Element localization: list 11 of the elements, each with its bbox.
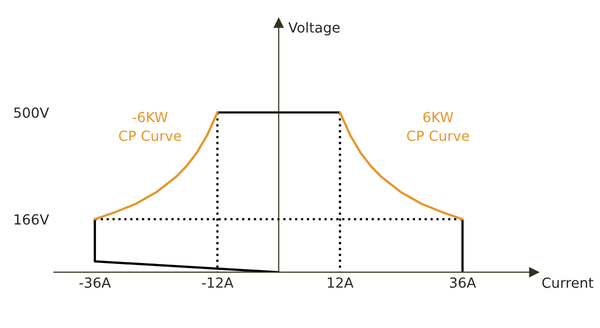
x-tick-label: 12A [328, 277, 354, 288]
annotation: -6KW CP Curve [119, 112, 181, 142]
annotation: 6KW CP Curve [407, 112, 469, 142]
y-tick-label: 166V [14, 214, 50, 225]
x-axis-title: Current [542, 277, 594, 288]
y-tick-label: 500V [14, 107, 50, 118]
y-axis-title: Voltage [288, 22, 340, 36]
x-tick-label: -12A [202, 277, 234, 288]
line-series [94, 111, 219, 220]
x-tick-label: 36A [450, 277, 476, 288]
x-tick-label: -36A [79, 277, 111, 288]
